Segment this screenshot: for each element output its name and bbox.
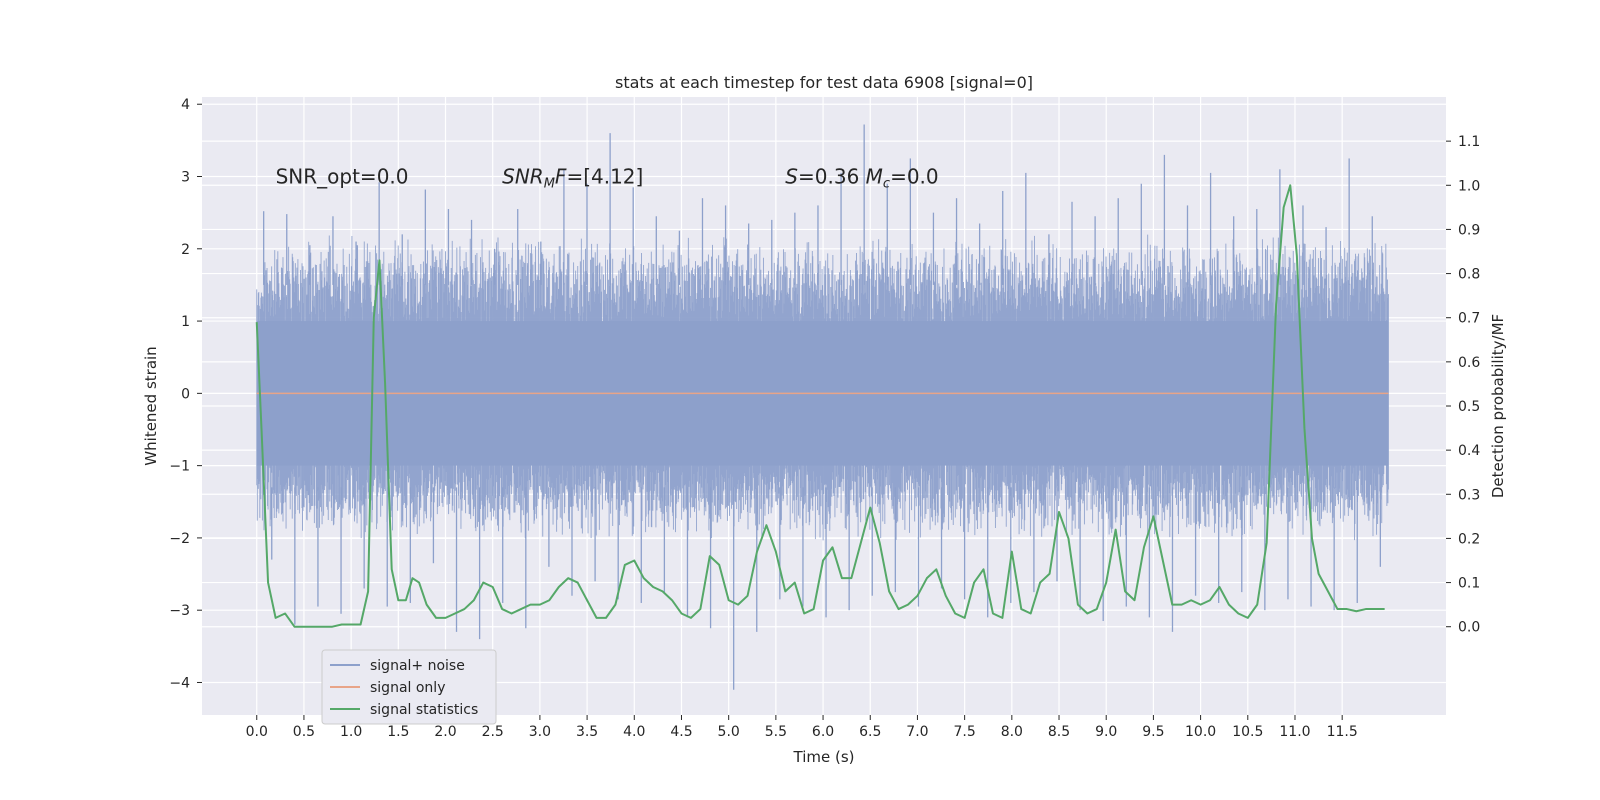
x-tick-label: 4.5 bbox=[670, 724, 692, 740]
x-tick-label: 11.5 bbox=[1327, 724, 1358, 740]
x-tick-label: 8.5 bbox=[1048, 724, 1070, 740]
x-tick-label: 0.5 bbox=[293, 724, 315, 740]
y2-tick-label: 0.7 bbox=[1458, 311, 1480, 327]
x-tick-label: 9.5 bbox=[1142, 724, 1164, 740]
x-tick-label: 0.0 bbox=[246, 724, 268, 740]
y-tick-label: 0 bbox=[181, 386, 190, 402]
y2-tick-label: 0.5 bbox=[1458, 399, 1480, 415]
annotation-snr-mf: SNRMF=[4.12] bbox=[502, 165, 643, 192]
x-tick-label: 8.0 bbox=[1001, 724, 1023, 740]
y-tick-label: −1 bbox=[169, 459, 190, 475]
annotation-s-mc: S=0.36 Mc=0.0 bbox=[785, 165, 938, 192]
y-tick-label: −3 bbox=[169, 603, 190, 619]
x-tick-label: 3.0 bbox=[529, 724, 551, 740]
y-tick-label: −2 bbox=[169, 531, 190, 547]
x-tick-label: 5.5 bbox=[765, 724, 787, 740]
y2-tick-label: 0.4 bbox=[1458, 443, 1480, 459]
y2-axis-label: Detection probability/MF bbox=[1489, 314, 1507, 498]
y-tick-label: 2 bbox=[181, 242, 190, 258]
x-tick-label: 5.0 bbox=[718, 724, 740, 740]
x-tick-label: 6.0 bbox=[812, 724, 834, 740]
annotations: SNR_opt=0.0 SNRMF=[4.12] S=0.36 Mc=0.0 bbox=[276, 165, 939, 192]
x-tick-label: 3.5 bbox=[576, 724, 598, 740]
legend-box bbox=[321, 649, 497, 725]
signal-statistics-line bbox=[255, 184, 1385, 628]
y2-tick-label: 0.6 bbox=[1458, 355, 1480, 371]
y2-tick-label: 0.0 bbox=[1458, 620, 1480, 636]
y-tick-label: 3 bbox=[181, 170, 190, 186]
x-tick-label: 1.5 bbox=[387, 724, 409, 740]
y-tick-label: 4 bbox=[181, 97, 190, 113]
y2-tick-label: 0.3 bbox=[1458, 487, 1480, 503]
x-tick-label: 6.5 bbox=[859, 724, 881, 740]
y-tick-label: 1 bbox=[181, 314, 190, 330]
x-tick-label: 7.5 bbox=[954, 724, 976, 740]
chart-title: stats at each timestep for test data 690… bbox=[615, 73, 1033, 92]
x-tick-label: 10.5 bbox=[1232, 724, 1263, 740]
x-tick-label: 10.0 bbox=[1185, 724, 1216, 740]
legend: signal+ noise signal only signal statist… bbox=[321, 649, 497, 725]
annotation-snr-opt: SNR_opt=0.0 bbox=[276, 165, 409, 189]
y2-tick-label: 0.8 bbox=[1458, 267, 1480, 283]
legend-label-noise: signal+ noise bbox=[370, 658, 465, 674]
y2-tick-label: 1.0 bbox=[1458, 178, 1480, 194]
x-tick-label: 1.0 bbox=[340, 724, 362, 740]
legend-label-signal: signal only bbox=[370, 680, 445, 696]
x-axis-label: Time (s) bbox=[793, 748, 855, 766]
axes-layer: 0.0 0.5 1.0 1.5 2.0 2.5 3.0 3.5 4.0 4.5 5.0 5.5 6.0 6… bbox=[169, 97, 1480, 740]
x-tick-label: 7.0 bbox=[906, 724, 928, 740]
y2-tick-label: 0.2 bbox=[1458, 531, 1480, 547]
y-axis-label: Whitened strain bbox=[142, 346, 160, 465]
x-tick-label: 4.0 bbox=[623, 724, 645, 740]
x-tick-label: 9.0 bbox=[1095, 724, 1117, 740]
y2-tick-label: 0.1 bbox=[1458, 576, 1480, 592]
x-tick-label: 2.0 bbox=[434, 724, 456, 740]
y-tick-label: −4 bbox=[169, 675, 190, 691]
legend-label-stats: signal statistics bbox=[370, 702, 478, 718]
x-tick-label: 11.0 bbox=[1279, 724, 1310, 740]
y2-tick-label: 0.9 bbox=[1458, 222, 1480, 238]
y2-tick-label: 1.1 bbox=[1458, 134, 1480, 150]
signal-statistics-layer bbox=[255, 184, 1385, 628]
x-tick-label: 2.5 bbox=[482, 724, 504, 740]
